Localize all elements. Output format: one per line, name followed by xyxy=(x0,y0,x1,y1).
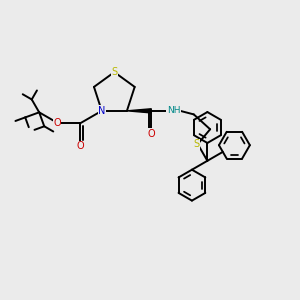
Text: O: O xyxy=(148,129,155,139)
Polygon shape xyxy=(127,109,151,113)
Text: N: N xyxy=(98,106,105,116)
Text: NH: NH xyxy=(167,106,180,115)
Text: S: S xyxy=(111,67,117,77)
Text: O: O xyxy=(53,118,61,128)
Text: S: S xyxy=(193,139,199,149)
Text: O: O xyxy=(76,141,84,152)
